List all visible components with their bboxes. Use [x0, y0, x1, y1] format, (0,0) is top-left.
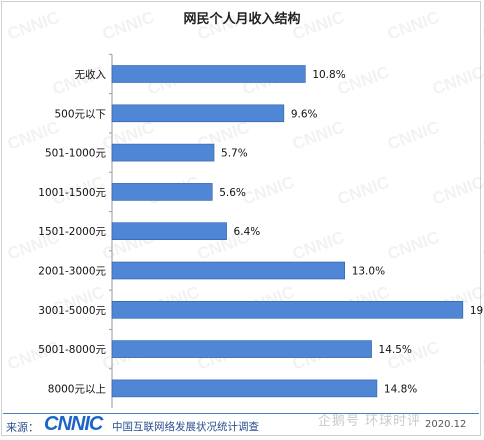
data-label: 14.5% [379, 344, 412, 356]
watermark-text: CNNIC [480, 7, 484, 43]
data-label: 5.6% [219, 187, 246, 199]
watermark-text: CNNIC [480, 337, 484, 373]
chart-title: 网民个人月收入结构 [183, 12, 301, 27]
category-label: 3001-5000元 [38, 305, 106, 317]
watermark-text: CNNIC [335, 172, 392, 208]
data-label: 13.0% [352, 266, 385, 278]
bars-layer: 无收入 10.8% 500元以下 9.6% 501-1000元 5.7% 1001-1500… [38, 53, 484, 398]
watermark-text: CNNIC [385, 227, 442, 263]
bar [111, 183, 213, 201]
watermark-text: CNNIC [430, 172, 484, 208]
bar [111, 300, 464, 319]
source-org-name: 中国互联网络发展状况统计调查 [112, 421, 259, 433]
footer-divider [3, 413, 479, 414]
watermark-text: CNNIC [480, 227, 484, 263]
cnnic-logo: CNNIC [44, 413, 103, 435]
data-label: 19.6% [470, 305, 484, 317]
category-label: 1501-2000元 [38, 226, 106, 238]
bar [111, 340, 372, 358]
data-label: 5.7% [221, 148, 248, 160]
category-label: 501-1000元 [45, 148, 107, 160]
bar [111, 379, 378, 398]
overlay-watermark: 企鹅号 环球时评 [318, 414, 422, 429]
watermark-text: CNNIC [290, 117, 347, 153]
category-label: 2001-3000元 [38, 266, 106, 278]
footer-date: 2020.12 [425, 419, 467, 430]
category-label: 无收入 [75, 68, 107, 81]
category-label: 1001-1500元 [38, 187, 106, 199]
category-label: 5001-8000元 [38, 344, 106, 356]
data-label: 6.4% [234, 226, 261, 238]
bar [111, 143, 215, 162]
data-label: 14.8% [384, 383, 417, 395]
watermark-text: CNNIC [480, 117, 484, 153]
source-label: 来源： [6, 421, 39, 434]
watermark-text: CNNIC [290, 227, 347, 263]
data-label: 9.6% [291, 108, 318, 120]
bar [111, 222, 227, 240]
category-label: 500元以下 [54, 108, 106, 120]
watermark-text: CNNIC [430, 62, 484, 98]
bar [111, 104, 285, 123]
watermark-text: CNNIC [240, 172, 297, 208]
bar [111, 65, 306, 83]
data-label: 10.8% [312, 69, 345, 81]
category-label: 8000元以上 [48, 383, 106, 395]
bar [111, 261, 345, 280]
watermark-text: CNNIC [385, 117, 442, 153]
